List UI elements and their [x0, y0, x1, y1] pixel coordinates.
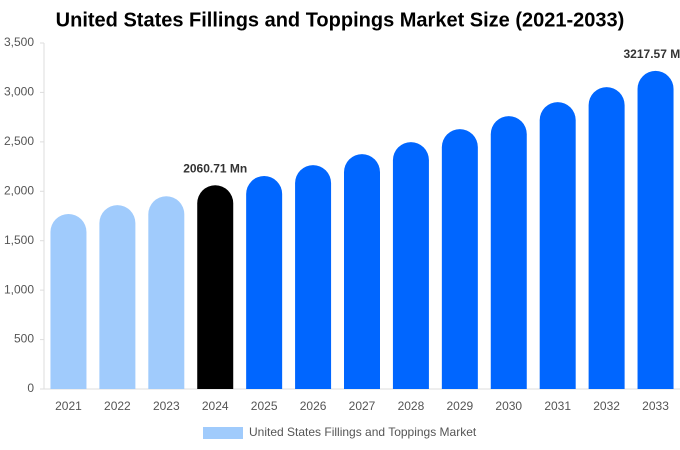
y-tick-label: 3,000	[4, 85, 34, 99]
x-tick-label: 2025	[251, 399, 278, 413]
bar	[246, 176, 283, 389]
bar	[441, 129, 478, 390]
y-tick-label: 2,000	[4, 183, 34, 197]
bar	[295, 165, 332, 389]
bar	[539, 102, 576, 389]
data-label: 3217.57 Mn	[624, 47, 680, 61]
bar	[50, 214, 87, 389]
y-tick-label: 2,500	[4, 134, 34, 148]
bar	[392, 142, 429, 389]
x-tick-label: 2032	[593, 399, 620, 413]
y-tick-label: 0	[27, 381, 34, 395]
bar	[490, 116, 527, 389]
y-tick-label: 1,000	[4, 282, 34, 296]
x-tick-label: 2033	[642, 399, 669, 413]
x-tick-label: 2021	[55, 399, 82, 413]
x-tick-label: 2028	[398, 399, 425, 413]
y-tick-label: 500	[14, 332, 34, 346]
bar	[588, 87, 625, 390]
y-tick-label: 3,500	[4, 35, 34, 49]
y-tick-label: 1,500	[4, 233, 34, 247]
chart-title: United States Fillings and Toppings Mark…	[56, 9, 625, 31]
legend-label: United States Fillings and Toppings Mark…	[249, 425, 477, 439]
bar	[637, 70, 674, 389]
bar	[344, 154, 380, 389]
x-tick-label: 2030	[495, 399, 522, 413]
x-tick-label: 2027	[349, 399, 376, 413]
x-tick-label: 2023	[153, 399, 180, 413]
x-tick-label: 2031	[544, 399, 571, 413]
x-tick-label: 2029	[446, 399, 473, 413]
bar	[197, 185, 234, 389]
bar	[99, 205, 136, 389]
x-tick-label: 2024	[202, 399, 229, 413]
x-tick-label: 2022	[104, 399, 131, 413]
legend-swatch	[203, 427, 243, 439]
bar	[148, 196, 185, 389]
x-tick-label: 2026	[300, 399, 327, 413]
data-label: 2060.71 Mn	[183, 161, 247, 175]
